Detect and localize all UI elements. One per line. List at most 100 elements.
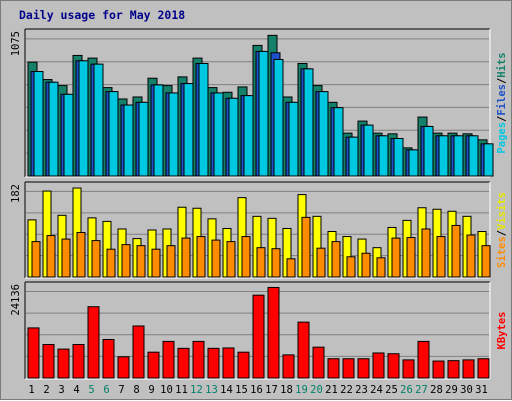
bar-pages-day-29 bbox=[453, 135, 464, 177]
x-tick-day-15: 15 bbox=[235, 384, 248, 396]
panel-kbytes: 24136 KBytes bbox=[10, 281, 508, 380]
x-tick-day-17: 17 bbox=[265, 384, 278, 396]
bar-sites-day-9 bbox=[151, 248, 161, 278]
bar-sites-day-16 bbox=[256, 247, 266, 278]
bar-sites-day-28 bbox=[436, 236, 446, 278]
legend-kbytes: KBytes bbox=[496, 312, 508, 350]
x-tick-day-6: 6 bbox=[103, 384, 109, 396]
bar-sites-day-20 bbox=[316, 247, 326, 278]
bar-kbytes-day-21 bbox=[327, 358, 340, 379]
bar-sites-day-2 bbox=[46, 235, 56, 278]
bar-kbytes-day-31 bbox=[477, 358, 490, 379]
x-tick-day-7: 7 bbox=[118, 384, 124, 396]
bar-pages-day-31 bbox=[483, 143, 494, 177]
bar-kbytes-day-3 bbox=[57, 348, 70, 379]
bar-pages-day-16 bbox=[258, 50, 269, 177]
bar-kbytes-day-27 bbox=[417, 340, 430, 379]
y-axis-tick-label: 24136 bbox=[10, 284, 22, 316]
bar-pages-day-2 bbox=[48, 81, 59, 177]
bar-pages-day-26 bbox=[408, 149, 419, 177]
bar-sites-day-25 bbox=[391, 237, 401, 278]
legend-entry: Visits bbox=[496, 192, 508, 230]
bar-kbytes-day-1 bbox=[27, 327, 40, 379]
bar-kbytes-day-24 bbox=[372, 352, 385, 379]
x-tick-day-27: 27 bbox=[415, 384, 428, 396]
bar-sites-day-26 bbox=[406, 237, 416, 278]
bar-sites-day-4 bbox=[76, 232, 86, 278]
chart-panels: 1075Pages/Files/Hits182Sites/Visits24136… bbox=[10, 28, 508, 380]
bar-pages-day-25 bbox=[393, 137, 404, 177]
bar-sites-day-14 bbox=[226, 241, 236, 278]
x-tick-day-4: 4 bbox=[73, 384, 79, 396]
bar-sites-day-11 bbox=[181, 237, 191, 278]
bar-kbytes-day-4 bbox=[72, 343, 85, 379]
bar-sites-day-6 bbox=[106, 248, 116, 278]
bar-kbytes-day-6 bbox=[102, 338, 115, 379]
panel-visits: 182 Sites/Visits bbox=[10, 181, 508, 279]
x-tick-day-9: 9 bbox=[148, 384, 154, 396]
bar-kbytes-day-22 bbox=[342, 358, 355, 379]
legend-entry: / bbox=[496, 116, 508, 122]
bar-sites-day-24 bbox=[376, 257, 386, 278]
x-axis-tick-labels: 1 2 3 4 5 6 7 8 9 10 11 12 13 14 15 16 17 18 19 20 21 22 23 24 2… bbox=[28, 384, 487, 396]
bar-pages-day-27 bbox=[423, 125, 434, 177]
y-axis-tick-label: 182 bbox=[10, 184, 22, 203]
bar-kbytes-day-25 bbox=[387, 353, 400, 379]
legend-entry: Hits bbox=[496, 52, 508, 77]
bar-sites-day-13 bbox=[211, 239, 221, 278]
x-tick-day-31: 31 bbox=[475, 384, 488, 396]
x-tick-day-19: 19 bbox=[295, 384, 308, 396]
bar-pages-day-5 bbox=[93, 63, 104, 177]
x-tick-day-1: 1 bbox=[28, 384, 34, 396]
bar-sites-day-8 bbox=[136, 245, 146, 278]
bar-pages-day-6 bbox=[108, 91, 119, 177]
bar-pages-day-18 bbox=[288, 101, 299, 177]
bar-sites-day-29 bbox=[451, 224, 461, 278]
bar-sites-day-5 bbox=[91, 240, 101, 278]
x-tick-day-23: 23 bbox=[355, 384, 368, 396]
x-tick-day-8: 8 bbox=[133, 384, 139, 396]
bar-sites-day-21 bbox=[331, 241, 341, 278]
legend-entry: Sites bbox=[496, 236, 508, 268]
x-tick-day-21: 21 bbox=[325, 384, 338, 396]
bar-pages-day-21 bbox=[333, 107, 344, 177]
x-tick-day-14: 14 bbox=[220, 384, 233, 396]
x-tick-day-5: 5 bbox=[88, 384, 94, 396]
bar-pages-day-9 bbox=[153, 84, 164, 177]
x-tick-day-11: 11 bbox=[175, 384, 188, 396]
x-tick-day-13: 13 bbox=[205, 384, 218, 396]
legend-entry: Pages bbox=[496, 122, 508, 154]
bar-pages-day-12 bbox=[198, 62, 209, 177]
bar-pages-day-15 bbox=[243, 95, 254, 177]
x-tick-day-12: 12 bbox=[190, 384, 203, 396]
x-tick-day-20: 20 bbox=[310, 384, 323, 396]
x-tick-day-16: 16 bbox=[250, 384, 263, 396]
bar-pages-day-17 bbox=[273, 58, 284, 177]
bar-kbytes-day-28 bbox=[432, 360, 445, 379]
x-tick-day-3: 3 bbox=[58, 384, 64, 396]
legend-entry: / bbox=[496, 78, 508, 84]
bar-sites-day-19 bbox=[301, 216, 311, 278]
x-tick-day-30: 30 bbox=[460, 384, 473, 396]
bar-kbytes-day-20 bbox=[312, 346, 325, 379]
bar-sites-day-1 bbox=[31, 241, 41, 278]
bar-kbytes-day-9 bbox=[147, 351, 160, 379]
bar-kbytes-day-19 bbox=[297, 321, 310, 379]
bar-kbytes-day-29 bbox=[447, 360, 460, 379]
bar-pages-day-1 bbox=[33, 71, 44, 177]
x-tick-day-28: 28 bbox=[430, 384, 443, 396]
bar-sites-day-3 bbox=[61, 238, 71, 278]
bar-pages-day-10 bbox=[168, 92, 179, 177]
bar-kbytes-day-15 bbox=[237, 351, 250, 379]
bar-kbytes-day-16 bbox=[252, 294, 265, 379]
bar-sites-day-18 bbox=[286, 258, 296, 278]
x-tick-day-26: 26 bbox=[400, 384, 413, 396]
bar-pages-day-11 bbox=[183, 83, 194, 177]
bar-kbytes-day-23 bbox=[357, 358, 370, 379]
bar-sites-day-23 bbox=[361, 252, 371, 278]
bar-pages-day-28 bbox=[438, 135, 449, 177]
bar-kbytes-day-5 bbox=[87, 306, 100, 379]
bar-sites-day-22 bbox=[346, 256, 356, 278]
bar-kbytes-day-17 bbox=[267, 286, 280, 379]
